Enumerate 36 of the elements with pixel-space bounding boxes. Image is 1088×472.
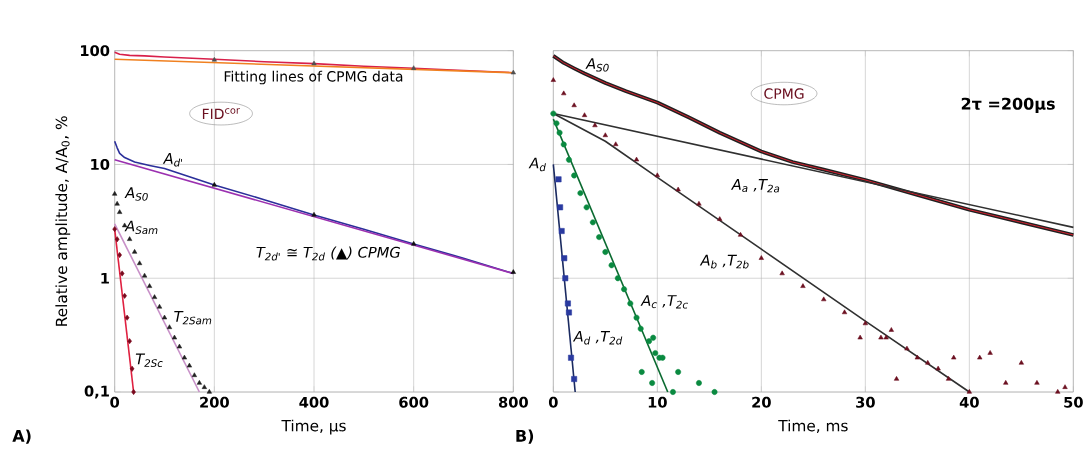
y-tick-label: 10	[91, 158, 110, 170]
x-tick-label: 40	[959, 396, 979, 408]
x-tick-label: 600	[399, 396, 429, 408]
x-tick-label: 0	[110, 396, 120, 408]
text: A)	[12, 429, 31, 444]
annotation: A$_{d}$ ,T$_{2d}$	[572, 330, 623, 345]
annotation: A$_{Sam}$	[124, 220, 158, 235]
annotation: T$_{2Sam}$	[174, 310, 212, 325]
annotation: CPMG	[764, 88, 804, 99]
annotation: A$_{S0}$	[124, 187, 148, 201]
x-tick-label: 20	[752, 396, 771, 408]
x-tick-label: 400	[299, 396, 329, 408]
annotation: A$_{b}$ ,T$_{2b}$	[699, 254, 749, 269]
x-tick-label: 800	[498, 396, 528, 408]
y-tick-label: 0,1	[84, 385, 109, 399]
x-tick-label: 200	[200, 396, 229, 408]
annotation: T$_{2d'}$ ≅ T$_{2d}$ (▲) CPMG	[256, 246, 400, 261]
annotation: A$_{d'}$	[162, 152, 182, 167]
annotation: A$_{a}$ ,T$_{2a}$	[730, 179, 780, 193]
x-tick-label: 0	[548, 396, 558, 408]
x-tick-label: 50	[1064, 396, 1083, 408]
x-tick-label: 30	[856, 396, 875, 408]
text: A$_{d}$	[528, 157, 546, 172]
y-tick-label: 1	[101, 272, 109, 284]
annotation: A$_{c}$ ,T$_{2c}$	[640, 295, 688, 309]
annotation: Fitting lines of CPMG data	[224, 70, 403, 85]
text: B)	[516, 429, 534, 444]
annotation: T$_{2Sc}$	[135, 353, 163, 368]
annotation: A$_{S0}$	[585, 58, 609, 72]
annotation: 2τ =200μs	[961, 97, 1055, 113]
x-tick-label: 10	[648, 396, 667, 408]
y-tick-label: 100	[81, 45, 110, 57]
x-axis-title: Time, μs	[281, 419, 346, 435]
y-axis-title: Relative amplitude, A/A$_{0}$, %	[55, 116, 71, 326]
annotation: FID$^{cor}$	[202, 108, 240, 119]
x-axis-title: Time, ms	[778, 419, 848, 434]
